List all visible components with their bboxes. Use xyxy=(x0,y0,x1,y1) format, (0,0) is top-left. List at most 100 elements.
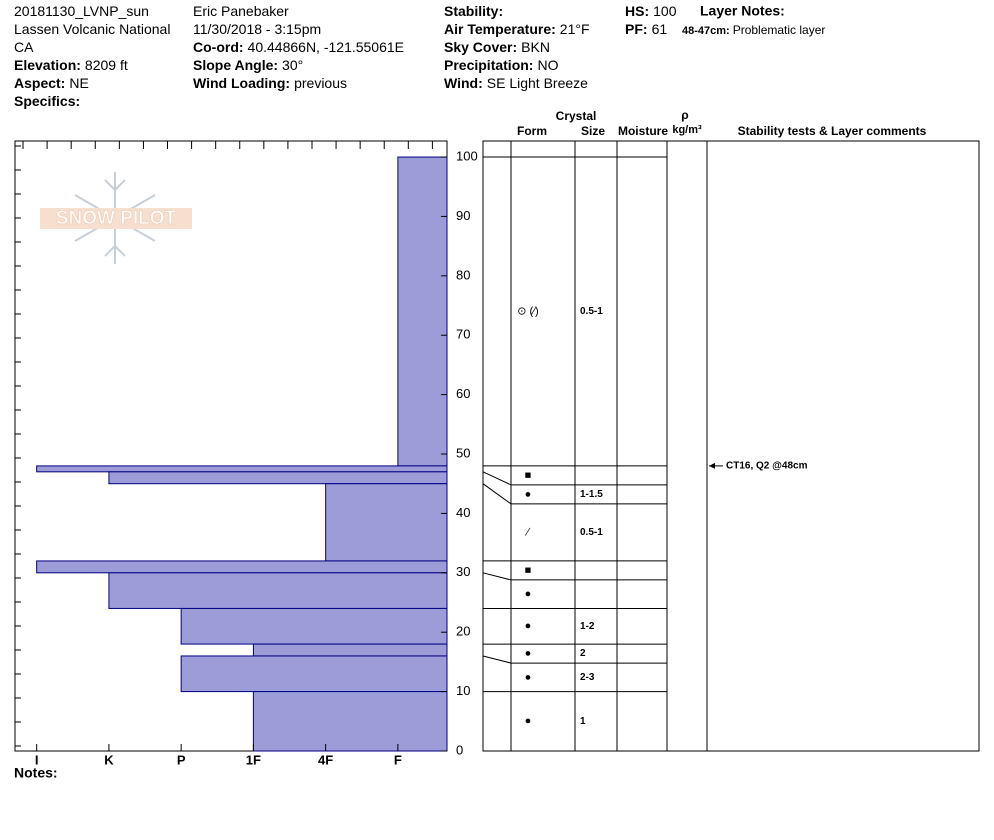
x-tick-label: K xyxy=(104,752,114,767)
grain-size: 2-3 xyxy=(580,672,595,683)
grain-size: 1 xyxy=(580,716,586,727)
field-value: NO xyxy=(537,57,558,73)
grain-form: ● xyxy=(525,715,532,727)
grain-form: ● xyxy=(525,488,532,500)
field-value: previous xyxy=(294,75,347,91)
header-field: Wind: SE Light Breeze xyxy=(444,75,588,91)
grain-form: ∕ xyxy=(524,526,531,538)
y-tick-label: 80 xyxy=(456,267,470,282)
grain-size: 2 xyxy=(580,648,586,659)
field-value: BKN xyxy=(521,39,550,55)
header-field: Stability: xyxy=(444,3,503,19)
header-field: Slope Angle: 30° xyxy=(193,57,303,73)
header-field: CA xyxy=(14,39,34,55)
header-field: Elevation: 8209 ft xyxy=(14,57,128,73)
hardness-bar xyxy=(36,560,448,574)
grain-size: 0.5-1 xyxy=(580,527,603,538)
grain-form: ■ xyxy=(525,469,532,481)
hardness-bar xyxy=(325,483,448,562)
field-label: Stability: xyxy=(444,3,503,19)
field-value: 20181130_LVNP_sun xyxy=(14,3,149,19)
header-moisture: Moisture xyxy=(618,124,668,138)
y-tick-label: 70 xyxy=(456,327,470,342)
x-tick-label: 1F xyxy=(246,752,261,767)
grain-size: 1-1.5 xyxy=(580,489,603,500)
layer-table-frame xyxy=(482,140,980,752)
boundary-connector xyxy=(482,572,512,581)
note-value: Problematic layer xyxy=(733,23,826,37)
grain-form: ● xyxy=(525,671,532,683)
hardness-bar xyxy=(108,572,448,609)
field-value: 21°F xyxy=(560,21,590,37)
field-value: 30° xyxy=(282,57,303,73)
field-label: Precipitation: xyxy=(444,57,533,73)
field-value: SE Light Breeze xyxy=(487,75,588,91)
header-field: Wind Loading: previous xyxy=(193,75,347,91)
header-field: Aspect: NE xyxy=(14,75,89,91)
header-crystal: Crystal xyxy=(556,109,597,123)
hardness-bar xyxy=(108,471,448,485)
field-label: Co-ord: xyxy=(193,39,244,55)
boundary-connector xyxy=(482,655,512,664)
field-label: Specifics: xyxy=(14,93,80,109)
y-tick-label: 20 xyxy=(456,624,470,639)
grain-size: 1-2 xyxy=(580,621,595,632)
boundary-connector xyxy=(482,471,512,486)
field-value: 40.44866N, -121.55061E xyxy=(248,39,404,55)
y-tick-label: 100 xyxy=(456,148,478,163)
grain-form: ● xyxy=(525,620,532,632)
field-value: 61 xyxy=(652,21,668,37)
header-form: Form xyxy=(517,124,547,138)
hardness-bar xyxy=(397,156,448,467)
grain-form: ● xyxy=(525,647,532,659)
field-label: Aspect: xyxy=(14,75,65,91)
boundary-connector xyxy=(482,483,512,505)
header-size: Size xyxy=(581,124,605,138)
logo-band xyxy=(40,208,192,229)
header-field: Precipitation: NO xyxy=(444,57,559,73)
hardness-bar xyxy=(180,655,448,693)
field-label: Elevation: xyxy=(14,57,81,73)
header-density-unit: kg/m³ xyxy=(672,124,702,136)
field-value: Eric Panebaker xyxy=(193,3,289,19)
hardness-bar xyxy=(252,691,448,752)
x-tick-label: P xyxy=(177,752,186,767)
field-label: HS: xyxy=(625,3,649,19)
logo-text: SNOW PILOT xyxy=(56,208,177,229)
y-tick-label: 10 xyxy=(456,683,470,698)
header-field: HS: 100 xyxy=(625,3,677,19)
stability-test: CT16, Q2 @48cm xyxy=(726,461,808,472)
field-value: NE xyxy=(69,75,88,91)
header-density: ρ xyxy=(681,108,688,122)
header-field: Specifics: xyxy=(14,93,80,109)
layer-notes-title: Layer Notes: xyxy=(700,3,785,19)
field-label: Sky Cover: xyxy=(444,39,517,55)
y-tick-label: 30 xyxy=(456,564,470,579)
field-label: Wind: xyxy=(444,75,483,91)
header-field: Eric Panebaker xyxy=(193,3,289,19)
grain-form: ● xyxy=(525,588,532,600)
field-value: 100 xyxy=(653,3,677,19)
hardness-bar xyxy=(252,643,448,657)
field-label: PF: xyxy=(625,21,648,37)
x-tick-label: 4F xyxy=(318,752,333,767)
x-tick-label: F xyxy=(394,752,402,767)
field-value: Lassen Volcanic National xyxy=(14,21,170,37)
y-tick-label: 40 xyxy=(456,505,470,520)
grain-form: ⊙ (∕) xyxy=(517,305,538,317)
field-label: Slope Angle: xyxy=(193,57,278,73)
header-field: Sky Cover: BKN xyxy=(444,39,550,55)
hardness-bar xyxy=(180,607,448,645)
header-field: 20181130_LVNP_sun xyxy=(14,3,149,19)
field-value: 11/30/2018 - 3:15pm xyxy=(193,21,321,37)
note-label: 48-47cm: xyxy=(682,25,730,37)
logo: SNOW PILOT xyxy=(40,172,192,264)
y-tick-label: 0 xyxy=(456,742,463,757)
header-field: 11/30/2018 - 3:15pm xyxy=(193,21,321,37)
field-label: Air Temperature: xyxy=(444,21,556,37)
header-field: PF: 61 xyxy=(625,21,667,37)
grain-form: ■ xyxy=(525,564,532,576)
header-comments: Stability tests & Layer comments xyxy=(738,124,927,138)
field-value: 8209 ft xyxy=(85,57,128,73)
